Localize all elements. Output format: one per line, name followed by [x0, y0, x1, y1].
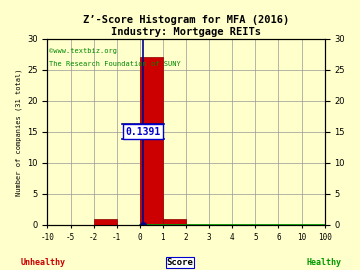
Text: Score: Score [167, 258, 193, 267]
Bar [140, 58, 163, 225]
Text: Healthy: Healthy [306, 258, 342, 267]
Text: 0.1391: 0.1391 [125, 127, 161, 137]
Text: ©www.textbiz.org: ©www.textbiz.org [49, 48, 117, 54]
Text: The Research Foundation of SUNY: The Research Foundation of SUNY [49, 60, 180, 66]
Y-axis label: Number of companies (31 total): Number of companies (31 total) [15, 68, 22, 195]
Title: Z’-Score Histogram for MFA (2016)
Industry: Mortgage REITs: Z’-Score Histogram for MFA (2016) Indust… [83, 15, 289, 37]
Bar [163, 219, 186, 225]
Text: Unhealthy: Unhealthy [21, 258, 66, 267]
Bar [94, 219, 117, 225]
